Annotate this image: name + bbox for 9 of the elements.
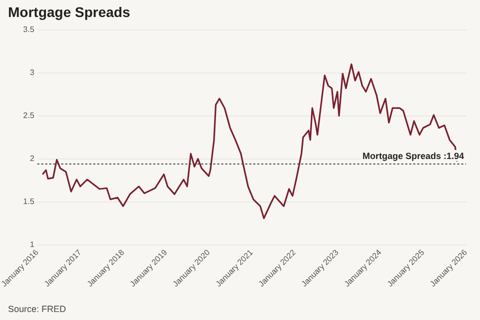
chart-title: Mortgage Spreads xyxy=(8,4,130,20)
source-note: Source: FRED xyxy=(8,304,66,314)
y-tick-label: 3 xyxy=(30,68,35,78)
y-tick-label: 2.5 xyxy=(23,111,35,120)
y-tick-label: 1.5 xyxy=(23,197,35,206)
y-tick-label: 3.5 xyxy=(23,25,35,34)
ref-line-label: Mortgage Spreads :1.94 xyxy=(362,151,464,162)
y-tick-label: 2 xyxy=(30,154,35,164)
y-tick-label: 1 xyxy=(30,240,35,250)
